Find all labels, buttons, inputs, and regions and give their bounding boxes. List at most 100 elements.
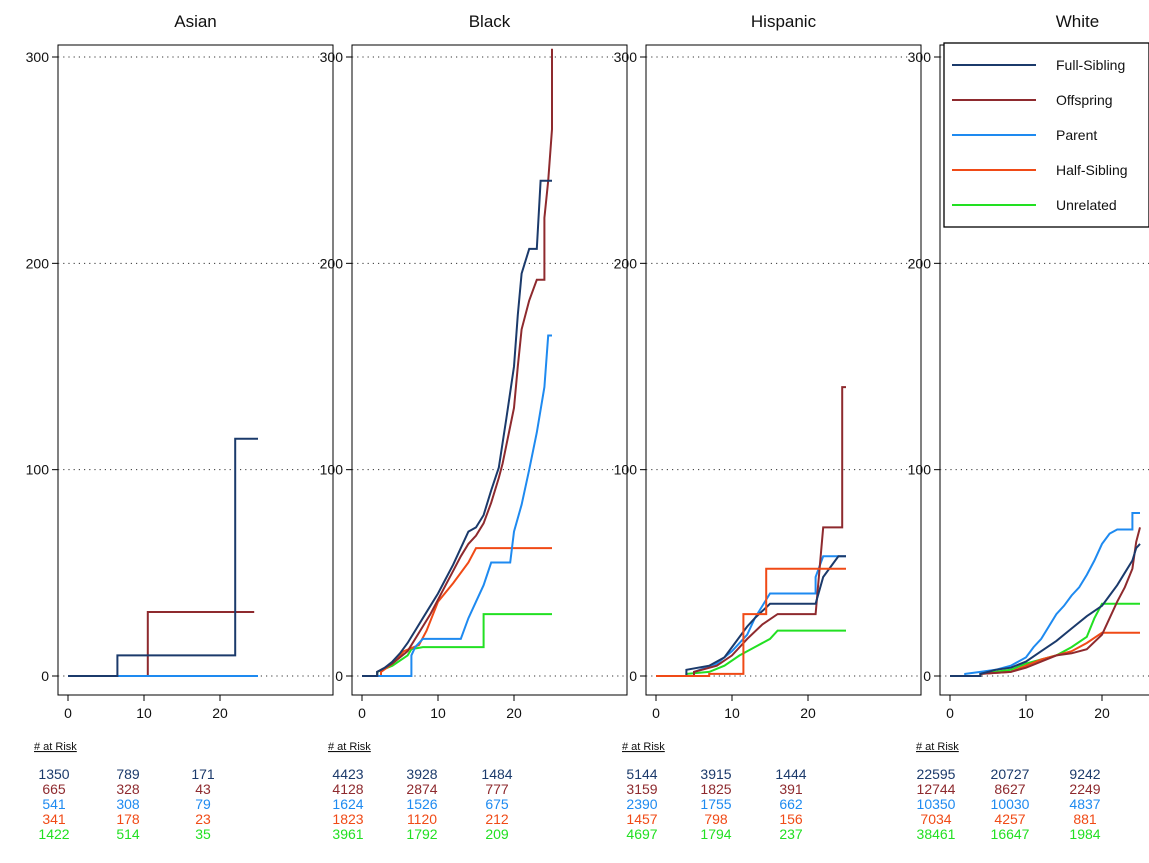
series-line-parent	[656, 555, 846, 677]
x-tick-label: 0	[652, 705, 660, 721]
at-risk-value: 1120	[407, 811, 437, 827]
y-tick-label: 300	[908, 49, 932, 65]
at-risk-value: 662	[779, 796, 803, 812]
panel-title: White	[1056, 12, 1099, 31]
at-risk-value: 2874	[406, 781, 437, 797]
at-risk-heading: # at Risk	[34, 741, 77, 753]
y-tick-label: 0	[629, 668, 637, 684]
at-risk-value: 1825	[700, 781, 731, 797]
y-tick-label: 0	[41, 668, 49, 684]
y-tick-label: 200	[908, 255, 932, 271]
at-risk-value: 541	[42, 796, 66, 812]
x-tick-label: 0	[358, 705, 366, 721]
at-risk-value: 1792	[406, 826, 437, 842]
at-risk-value: 4697	[626, 826, 657, 842]
y-tick-label: 300	[614, 49, 638, 65]
y-tick-label: 200	[614, 255, 638, 271]
panel-white: White 0 100 200 300 0 10 20 # at Risk 22595 20727 9…	[908, 12, 1149, 842]
at-risk-value: 20727	[991, 766, 1030, 782]
series-line-offspring	[68, 611, 255, 677]
series-line-full-sibling	[68, 437, 258, 677]
series-line-full-sibling	[362, 179, 552, 677]
series-line-half-sibling	[656, 567, 846, 677]
at-risk-value: 16647	[991, 826, 1030, 842]
y-tick-label: 200	[26, 255, 50, 271]
at-risk-value: 4257	[994, 811, 1025, 827]
panel-hispanic: Hispanic 0 100 200 300 0 10 20 # at Risk 5144 3915…	[614, 12, 922, 842]
at-risk-value: 4837	[1069, 796, 1100, 812]
at-risk-value: 7034	[920, 811, 951, 827]
at-risk-value: 3159	[626, 781, 657, 797]
panel-black: Black 0 100 200 300 0 10 20 # at Risk 4423 3928 148…	[320, 12, 628, 842]
at-risk-value: 178	[116, 811, 140, 827]
series-line-parent	[362, 334, 552, 677]
at-risk-value: 798	[704, 811, 728, 827]
at-risk-value: 5144	[626, 766, 657, 782]
x-tick-label: 10	[136, 705, 152, 721]
at-risk-value: 1484	[481, 766, 512, 782]
series-line-offspring	[362, 48, 553, 677]
at-risk-value: 881	[1073, 811, 1097, 827]
legend-label: Unrelated	[1056, 197, 1117, 213]
x-tick-label: 20	[212, 705, 228, 721]
at-risk-value: 1444	[775, 766, 806, 782]
panel-title: Asian	[174, 12, 217, 31]
series-line-unrelated	[656, 629, 846, 677]
plot-frame	[645, 44, 922, 696]
at-risk-value: 156	[779, 811, 803, 827]
x-tick-label: 20	[800, 705, 816, 721]
y-tick-label: 0	[335, 668, 343, 684]
series-line-unrelated	[362, 613, 552, 677]
at-risk-value: 237	[779, 826, 803, 842]
at-risk-value: 2390	[626, 796, 657, 812]
series-line-full-sibling	[656, 555, 846, 677]
at-risk-value: 1984	[1069, 826, 1100, 842]
at-risk-value: 1526	[406, 796, 437, 812]
panel-asian: Asian 0 100 200 300 0 10 20 # at Risk 1350 789 171 6…	[26, 12, 334, 842]
at-risk-value: 12744	[917, 781, 956, 797]
at-risk-value: 212	[485, 811, 509, 827]
at-risk-value: 1823	[332, 811, 363, 827]
at-risk-value: 10030	[991, 796, 1030, 812]
at-risk-value: 1457	[626, 811, 657, 827]
series-line-full-sibling	[950, 543, 1141, 677]
y-tick-label: 300	[26, 49, 50, 65]
y-tick-label: 100	[320, 462, 344, 478]
at-risk-value: 79	[195, 796, 211, 812]
at-risk-value: 3961	[332, 826, 363, 842]
x-tick-label: 10	[430, 705, 446, 721]
panel-title: Black	[469, 12, 511, 31]
at-risk-value: 171	[191, 766, 215, 782]
x-tick-label: 10	[1018, 705, 1034, 721]
at-risk-value: 391	[779, 781, 803, 797]
series-line-half-sibling	[362, 547, 552, 677]
panel-title: Hispanic	[751, 12, 817, 31]
legend-label: Half-Sibling	[1056, 162, 1128, 178]
y-tick-label: 100	[614, 462, 638, 478]
at-risk-value: 9242	[1069, 766, 1100, 782]
at-risk-value: 1755	[700, 796, 731, 812]
series-line-half-sibling	[950, 631, 1140, 677]
x-tick-label: 20	[506, 705, 522, 721]
at-risk-value: 10350	[917, 796, 956, 812]
at-risk-value: 43	[195, 781, 211, 797]
y-tick-label: 200	[320, 255, 344, 271]
at-risk-value: 209	[485, 826, 509, 842]
legend-label: Parent	[1056, 127, 1097, 143]
at-risk-heading: # at Risk	[622, 741, 665, 753]
x-tick-label: 0	[946, 705, 954, 721]
at-risk-value: 341	[42, 811, 66, 827]
at-risk-value: 1624	[332, 796, 363, 812]
at-risk-value: 3928	[406, 766, 437, 782]
y-tick-label: 100	[908, 462, 932, 478]
x-tick-label: 20	[1094, 705, 1110, 721]
at-risk-value: 675	[485, 796, 509, 812]
y-tick-label: 300	[320, 49, 344, 65]
at-risk-value: 789	[116, 766, 140, 782]
series-line-offspring	[656, 386, 846, 677]
at-risk-value: 514	[116, 826, 140, 842]
x-tick-label: 0	[64, 705, 72, 721]
at-risk-value: 4128	[332, 781, 363, 797]
at-risk-value: 38461	[917, 826, 956, 842]
